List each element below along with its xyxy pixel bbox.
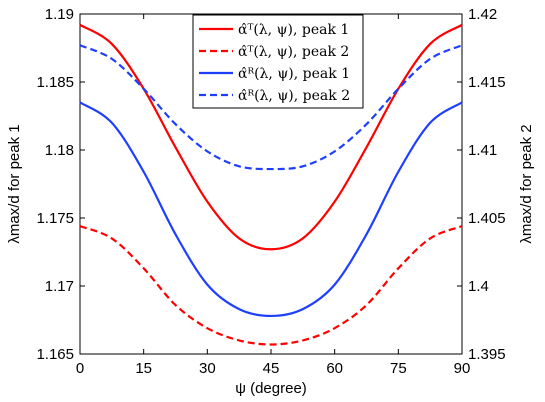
x-tick-label: 90 — [454, 360, 471, 377]
y-left-tick-label: 1.17 — [45, 278, 74, 295]
y-right-tick-label: 1.405 — [468, 210, 506, 227]
y-right-tick-label: 1.4 — [468, 278, 489, 295]
y-axis-right-title: λmax/d for peak 2 — [518, 124, 535, 243]
y-right-tick-label: 1.395 — [468, 346, 506, 363]
y-left-tick-label: 1.185 — [36, 74, 74, 91]
series-lines — [79, 23, 463, 346]
y-right-tick-label: 1.41 — [468, 142, 497, 159]
y-left-tick-label: 1.175 — [36, 210, 74, 227]
ticks: 0 15 30 45 60 75 90 1.165 1.17 1.175 1.18 1.185 1.19… — [36, 6, 505, 377]
x-tick-label: 45 — [263, 360, 280, 377]
legend-label-4: α̂ᴿ(λ, ψ), peak 2 — [238, 88, 350, 104]
y-left-tick-label: 1.19 — [45, 6, 74, 23]
x-tick-label: 75 — [390, 360, 407, 377]
x-axis-title: ψ (degree) — [235, 380, 307, 397]
x-tick-label: 30 — [199, 360, 216, 377]
y-axis-left-title: λmax/d for peak 1 — [6, 124, 23, 243]
y-right-tick-label: 1.415 — [468, 74, 506, 91]
legend-label-1: α̂ᵀ(λ, ψ), peak 1 — [238, 22, 349, 38]
legend-box — [192, 14, 364, 109]
x-tick-label: 60 — [326, 360, 343, 377]
y-left-tick-label: 1.165 — [36, 346, 74, 363]
y-left-tick-label: 1.18 — [45, 142, 74, 159]
legend-label-3: α̂ᴿ(λ, ψ), peak 1 — [238, 66, 350, 82]
series-line-2 — [79, 225, 463, 346]
legend-label-2: α̂ᵀ(λ, ψ), peak 2 — [238, 44, 349, 60]
x-tick-label: 0 — [76, 360, 84, 377]
legend: α̂ᵀ(λ, ψ), peak 1 α̂ᵀ(λ, ψ), peak 2 α̂ᴿ(λ,… — [192, 14, 364, 109]
x-tick-label: 15 — [135, 360, 152, 377]
series-line-3 — [79, 101, 463, 318]
y-right-tick-label: 1.42 — [468, 6, 497, 23]
series-line-4 — [79, 44, 463, 171]
